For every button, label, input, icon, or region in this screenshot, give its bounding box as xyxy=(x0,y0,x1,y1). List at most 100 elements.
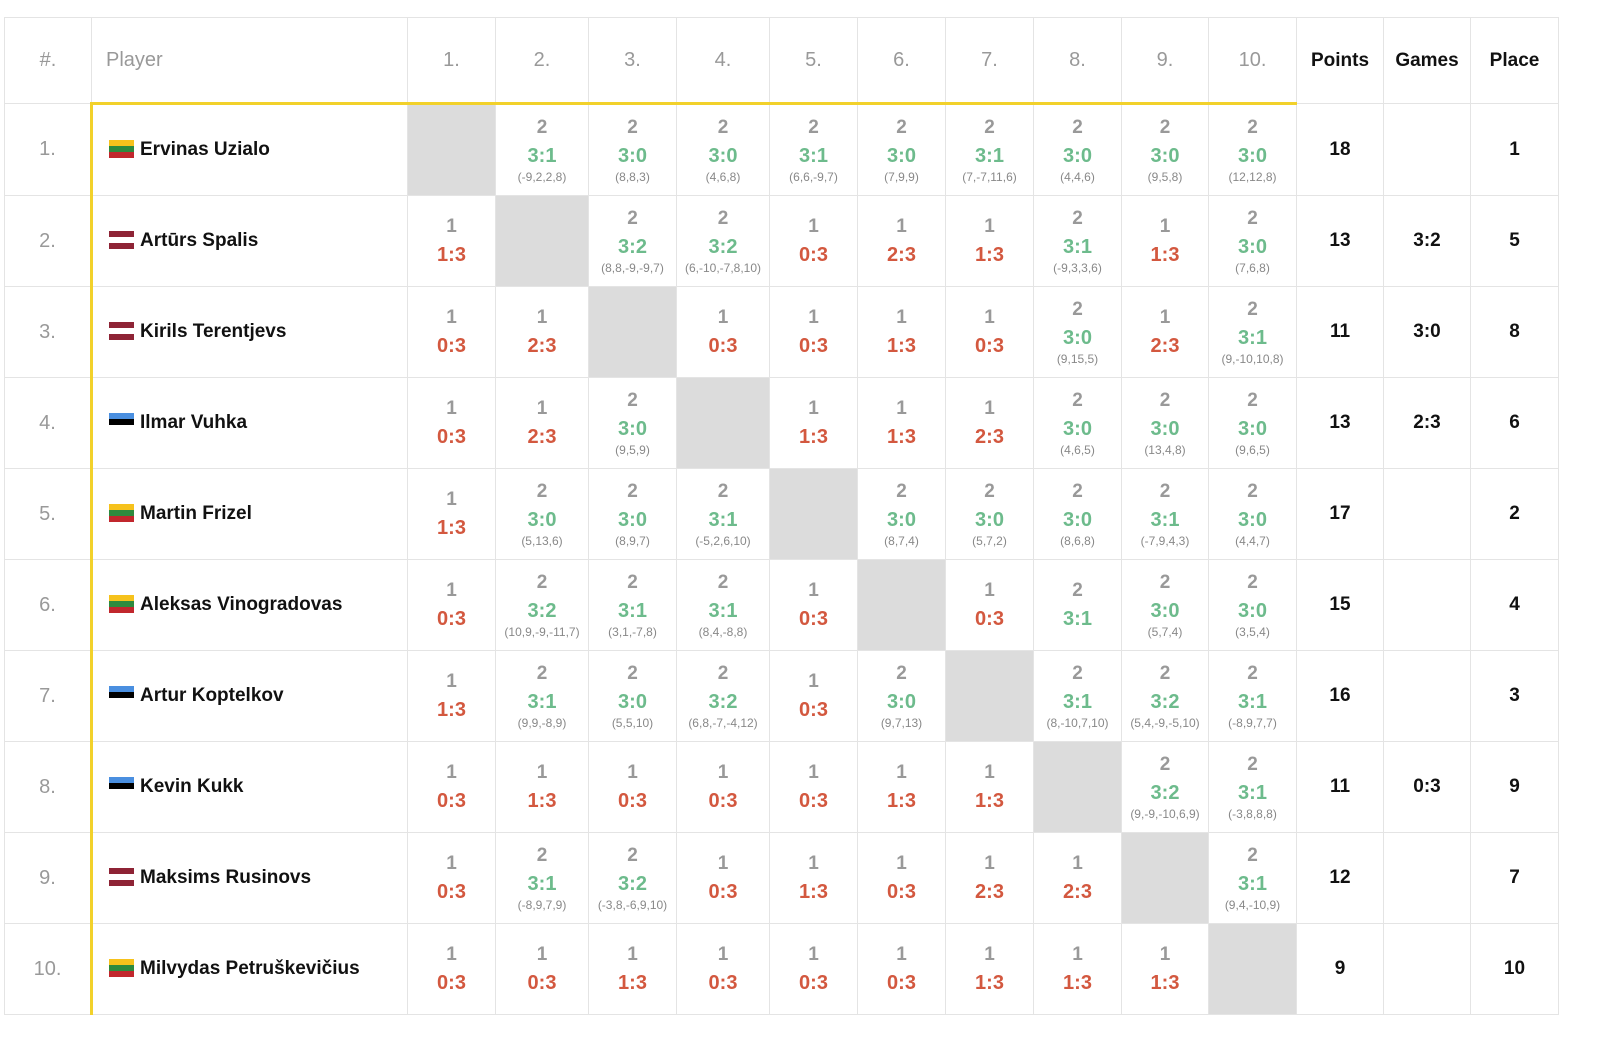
player-name[interactable]: Artur Koptelkov xyxy=(140,685,284,706)
place-cell: 7 xyxy=(1470,832,1559,924)
match-result-cell: 1 2:3 xyxy=(857,195,946,287)
header-row: #. Player 1. 2. 3. 4. 5. 6. 7. 8. 9. 10.… xyxy=(4,17,1559,104)
match-score: 3:0 xyxy=(527,508,557,531)
player-cell[interactable]: Artūrs Spalis xyxy=(90,195,408,287)
match-result-cell: 1 0:3 xyxy=(945,559,1034,651)
match-score: 3:0 xyxy=(618,417,647,440)
match-result-cell: 1 0:3 xyxy=(857,923,946,1015)
match-score: 3:0 xyxy=(618,508,647,531)
match-points: 1 xyxy=(984,853,995,874)
match-points: 2 xyxy=(984,480,995,502)
match-result-cell: 2 3:0 (5,7,4) xyxy=(1121,559,1209,651)
player-cell[interactable]: Milvydas Petruškevičius xyxy=(90,923,408,1015)
match-points: 2 xyxy=(1247,116,1258,138)
player-name[interactable]: Maksims Rusinovs xyxy=(140,867,312,888)
match-points: 1 xyxy=(446,580,457,601)
match-points: 1 xyxy=(984,398,995,419)
player-name[interactable]: Ilmar Vuhka xyxy=(140,412,248,433)
match-score: 3:1 xyxy=(708,599,738,622)
match-score: 1:3 xyxy=(887,426,916,448)
place-cell: 2 xyxy=(1470,468,1559,560)
place-cell: 6 xyxy=(1470,377,1559,469)
games-cell xyxy=(1383,468,1471,560)
match-points: 1 xyxy=(808,671,819,692)
place-cell: 1 xyxy=(1470,103,1559,196)
match-score: 3:1 xyxy=(618,599,647,622)
match-result-cell: 1 1:3 xyxy=(588,923,677,1015)
player-cell[interactable]: Martin Frizel xyxy=(90,468,408,560)
match-result-cell: 2 3:0 (7,9,9) xyxy=(857,102,946,196)
match-result-cell: 1 1:3 xyxy=(495,741,589,833)
match-result-cell: 1 0:3 xyxy=(407,832,496,924)
match-result-cell: 1 1:3 xyxy=(857,741,946,833)
set-scores: (4,4,7) xyxy=(1235,533,1270,548)
match-points: 2 xyxy=(717,571,729,593)
match-result-cell: 2 3:1 (-8,9,7,9) xyxy=(495,832,589,924)
player-cell[interactable]: Aleksas Vinogradovas xyxy=(90,559,408,651)
match-score: 3:0 xyxy=(1238,235,1267,258)
match-score: 3:2 xyxy=(618,872,647,895)
match-score: 3:1 xyxy=(1063,235,1092,258)
set-scores: (9,7,13) xyxy=(880,715,923,730)
match-score: 0:3 xyxy=(799,699,828,721)
player-name[interactable]: Kirils Terentjevs xyxy=(140,321,287,342)
match-score: 1:3 xyxy=(975,790,1004,812)
set-scores: (-8,9,7,9) xyxy=(517,897,567,912)
set-scores: (-3,8,8,8) xyxy=(1228,806,1277,821)
match-score: 1:3 xyxy=(527,790,557,812)
match-points: 2 xyxy=(1247,298,1258,320)
player-cell[interactable]: Maksims Rusinovs xyxy=(90,832,408,924)
match-result-cell: 2 3:1 (8,-10,7,10) xyxy=(1033,650,1122,742)
self-match-cell xyxy=(495,195,589,287)
match-result-cell: 2 3:0 (9,5,9) xyxy=(588,377,677,469)
header-games: Games xyxy=(1383,17,1471,104)
match-result-cell: 1 0:3 xyxy=(857,832,946,924)
match-result-cell: 2 3:0 (8,7,4) xyxy=(857,468,946,560)
match-points: 1 xyxy=(808,216,819,237)
player-cell[interactable]: Artur Koptelkov xyxy=(90,650,408,742)
player-name[interactable]: Martin Frizel xyxy=(140,503,252,524)
set-scores: (8,9,7) xyxy=(615,533,650,548)
player-name[interactable]: Aleksas Vinogradovas xyxy=(140,594,343,615)
games-cell xyxy=(1383,559,1471,651)
match-result-cell: 2 3:1 (8,4,-8,8) xyxy=(676,559,770,651)
player-cell[interactable]: Kevin Kukk xyxy=(90,741,408,833)
set-scores: (-3,8,-6,9,10) xyxy=(597,897,668,912)
games-cell xyxy=(1383,103,1471,196)
match-score: 3:0 xyxy=(1150,599,1180,622)
player-name[interactable]: Kevin Kukk xyxy=(140,776,244,797)
match-points: 2 xyxy=(896,116,907,138)
match-result-cell: 1 0:3 xyxy=(407,377,496,469)
header-opponent-10: 10. xyxy=(1208,17,1297,104)
match-score: 0:3 xyxy=(799,335,828,357)
set-scores: (12,12,8) xyxy=(1228,169,1277,184)
set-scores: (6,8,-7,-4,12) xyxy=(688,715,758,730)
player-name[interactable]: Artūrs Spalis xyxy=(140,230,259,251)
match-score: 0:3 xyxy=(527,972,557,994)
match-score: 0:3 xyxy=(975,608,1004,630)
player-cell[interactable]: Ervinas Uzialo xyxy=(90,102,408,196)
match-points: 2 xyxy=(536,662,548,684)
match-points: 1 xyxy=(446,398,457,419)
set-scores: (10,9,-9,-11,7) xyxy=(504,624,580,639)
match-score: 3:2 xyxy=(708,690,738,713)
match-points: 1 xyxy=(896,307,907,328)
set-scores: (5,13,6) xyxy=(521,533,563,548)
match-score: 2:3 xyxy=(1063,881,1092,903)
self-match-cell xyxy=(407,102,496,196)
place-cell: 9 xyxy=(1470,741,1559,833)
player-name[interactable]: Ervinas Uzialo xyxy=(140,139,270,160)
set-scores: (7,-7,11,6) xyxy=(962,169,1017,184)
player-cell[interactable]: Kirils Terentjevs xyxy=(90,286,408,378)
player-cell[interactable]: Ilmar Vuhka xyxy=(90,377,408,469)
player-name[interactable]: Milvydas Petruškevičius xyxy=(140,958,360,979)
match-result-cell: 2 3:1 (-3,8,8,8) xyxy=(1208,741,1297,833)
player-row: 2. Artūrs Spalis 1 1:3 2 3:2 (8,8,-9,-9,7) 2 3:2… xyxy=(4,195,1559,287)
match-result-cell: 2 3:0 (5,5,10) xyxy=(588,650,677,742)
match-result-cell: 2 3:1 (-9,2,2,8) xyxy=(495,102,589,196)
match-points: 2 xyxy=(627,207,638,229)
match-score: 1:3 xyxy=(437,699,466,721)
flag-estonia-icon xyxy=(109,777,134,795)
match-result-cell: 2 3:0 (13,4,8) xyxy=(1121,377,1209,469)
match-points: 2 xyxy=(1159,571,1171,593)
